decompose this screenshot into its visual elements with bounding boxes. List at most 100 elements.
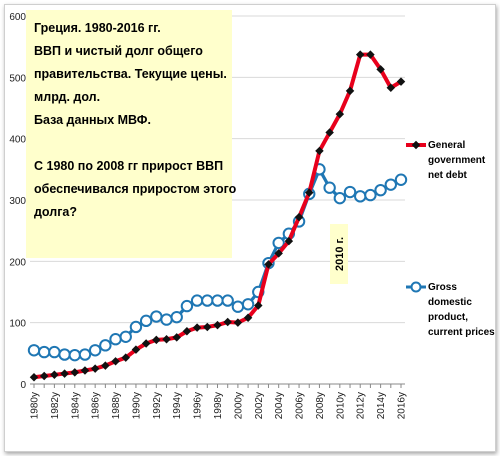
data-point <box>335 109 345 119</box>
legend-label: net debt <box>428 170 468 181</box>
chart-title: Греция. 1980-2016 гг. ВВП и чистый долг о… <box>34 21 237 219</box>
data-point <box>213 320 222 330</box>
data-point <box>162 334 171 344</box>
data-point <box>305 188 314 197</box>
data-point <box>60 369 69 378</box>
data-point <box>109 333 122 346</box>
data-point <box>131 345 141 354</box>
data-point <box>182 327 192 336</box>
legend-label: Gross <box>428 282 457 293</box>
data-point <box>48 345 61 359</box>
callout-box <box>330 224 348 284</box>
data-point <box>254 301 263 310</box>
data-point <box>119 330 132 343</box>
data-point <box>201 294 214 307</box>
data-point <box>172 333 181 342</box>
data-point <box>141 339 151 348</box>
x-tick-label: 1980y <box>30 392 41 419</box>
title-line: долга? <box>34 205 77 219</box>
data-point <box>323 181 336 194</box>
x-tick-label: 2014y <box>376 392 387 419</box>
data-point <box>211 294 224 307</box>
data-point <box>223 317 232 327</box>
data-point <box>354 190 367 203</box>
title-line: правительства. Текущие цены. <box>34 67 227 81</box>
title-line: База данных МВФ. <box>34 113 151 127</box>
data-point <box>80 366 90 375</box>
data-point <box>294 212 304 222</box>
data-point <box>376 65 385 74</box>
y-tick-label: 400 <box>9 135 26 146</box>
x-tick-label: 2006y <box>295 392 306 419</box>
data-point <box>394 173 408 186</box>
data-point <box>325 128 334 137</box>
title-line: Греция. 1980-2016 гг. <box>34 21 161 35</box>
data-point <box>343 185 357 199</box>
title-line: млрд. дол. <box>34 90 100 104</box>
data-point <box>152 335 161 345</box>
data-point <box>90 364 100 373</box>
data-point <box>386 83 396 93</box>
x-tick-label: 1992y <box>152 392 163 419</box>
data-point <box>27 344 41 357</box>
legend-label: General <box>428 140 465 151</box>
data-point <box>150 310 163 323</box>
x-tick-label: 2016y <box>397 392 408 419</box>
callout-2010: 2010 г. <box>334 237 346 271</box>
data-point <box>37 345 51 359</box>
series-1 <box>27 163 408 362</box>
data-point <box>243 313 253 323</box>
data-point <box>333 191 347 205</box>
x-tick-label: 2012y <box>356 392 367 419</box>
data-point <box>29 373 39 382</box>
legend-label: domestic <box>428 297 472 308</box>
x-tick-label: 2010y <box>335 392 346 419</box>
x-tick-label: 1984y <box>70 392 81 419</box>
title-line: С 1980 по 2008 гг прирост ВВП <box>34 159 223 173</box>
data-point <box>284 236 294 246</box>
data-point <box>78 348 92 361</box>
x-tick-label: 2002y <box>254 392 265 419</box>
data-point <box>101 361 110 370</box>
data-point <box>129 320 143 334</box>
data-point <box>274 249 283 258</box>
y-tick-label: 600 <box>9 12 26 23</box>
data-point <box>160 313 173 326</box>
x-tick-label: 1986y <box>91 392 102 419</box>
x-tick-label: 1990y <box>131 392 142 419</box>
data-point <box>58 348 71 361</box>
data-point <box>192 323 202 332</box>
data-point <box>264 260 273 269</box>
data-point <box>39 371 49 381</box>
x-tick-label: 1994y <box>172 392 183 419</box>
x-tick-label: 2008y <box>315 392 326 419</box>
legend-label: government <box>428 155 486 166</box>
legend: General government net debt Gross domestic pr… <box>406 140 495 338</box>
data-point <box>203 322 212 332</box>
x-tick-label: 1988y <box>111 392 122 419</box>
note-box <box>26 10 232 258</box>
y-tick-label: 500 <box>9 73 26 84</box>
x-tick-label: 1998y <box>213 392 224 419</box>
y-tick-label: 300 <box>9 196 26 207</box>
title-line: ВВП и чистый долг общего <box>34 44 203 58</box>
series-0 <box>29 50 406 382</box>
series-layer <box>27 50 408 382</box>
data-point <box>111 357 120 366</box>
data-point <box>231 300 245 313</box>
data-point <box>345 86 355 96</box>
data-point <box>364 188 377 202</box>
x-tick-label: 2004y <box>274 392 285 419</box>
title-line: обеспечивался приростом этого <box>34 182 237 196</box>
legend-label: current prices <box>428 327 495 338</box>
x-tick-label: 1996y <box>193 392 204 419</box>
data-point <box>170 310 183 324</box>
x-axis: 1980y 1982y 1984y 1986y 1988y 1990y 1992y 1994y… <box>30 384 408 419</box>
y-tick-label: 200 <box>9 257 26 268</box>
data-point <box>99 339 112 352</box>
data-point <box>50 370 59 380</box>
data-point <box>139 314 153 328</box>
data-point <box>70 368 80 377</box>
data-point <box>190 294 204 307</box>
x-tick-label: 2000y <box>233 392 244 419</box>
